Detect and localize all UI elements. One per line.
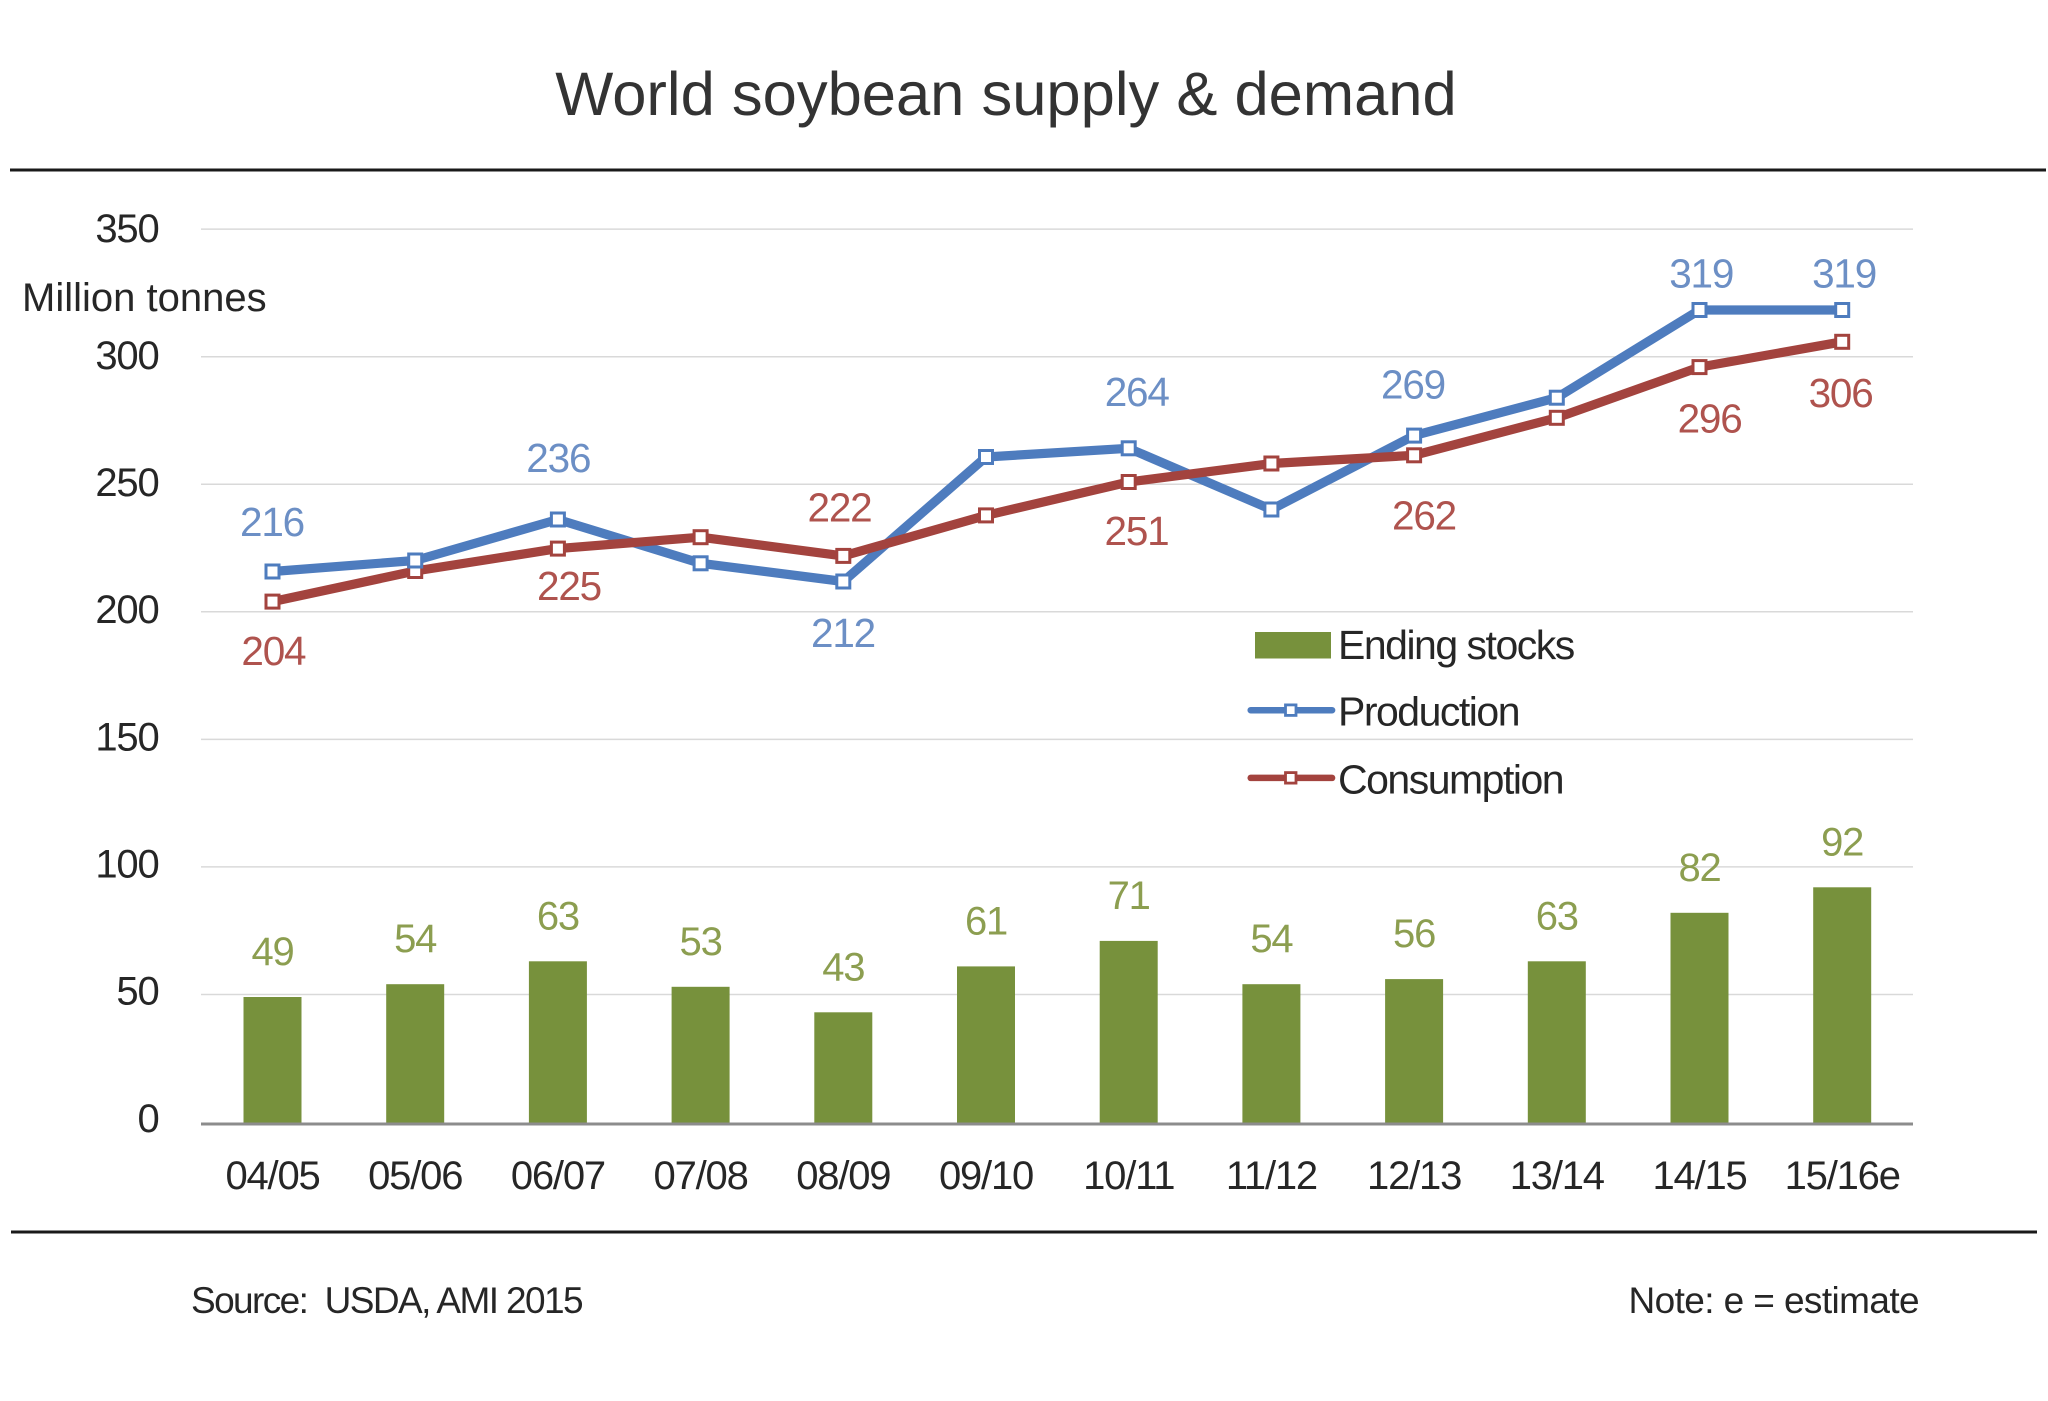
- svg-text:11/12: 11/12: [1226, 1154, 1317, 1198]
- svg-text:15/16e: 15/16e: [1785, 1154, 1900, 1198]
- svg-text:Million tonnes: Million tonnes: [22, 276, 267, 320]
- svg-text:Source: USDA, AMI 2015: Source: USDA, AMI 2015: [191, 1280, 583, 1321]
- svg-text:319: 319: [1812, 250, 1876, 296]
- svg-text:43: 43: [822, 945, 864, 989]
- svg-text:08/09: 08/09: [796, 1154, 890, 1198]
- svg-text:71: 71: [1108, 874, 1150, 918]
- svg-text:56: 56: [1393, 912, 1435, 956]
- svg-text:54: 54: [394, 917, 437, 961]
- svg-text:236: 236: [526, 435, 590, 481]
- svg-text:92: 92: [1821, 820, 1863, 864]
- svg-text:63: 63: [1536, 894, 1578, 938]
- svg-text:222: 222: [808, 485, 872, 531]
- svg-text:250: 250: [95, 461, 158, 505]
- svg-text:296: 296: [1678, 396, 1742, 442]
- svg-text:100: 100: [95, 843, 158, 887]
- svg-text:0: 0: [137, 1097, 158, 1141]
- svg-text:262: 262: [1392, 493, 1456, 539]
- svg-text:269: 269: [1381, 362, 1445, 408]
- svg-text:225: 225: [537, 563, 601, 609]
- svg-text:13/14: 13/14: [1510, 1154, 1605, 1198]
- svg-text:200: 200: [95, 588, 158, 632]
- svg-text:306: 306: [1809, 370, 1873, 416]
- svg-text:319: 319: [1669, 250, 1733, 296]
- svg-text:63: 63: [537, 894, 579, 938]
- svg-text:300: 300: [95, 334, 158, 378]
- svg-text:12/13: 12/13: [1367, 1154, 1461, 1198]
- svg-text:09/10: 09/10: [939, 1154, 1033, 1198]
- svg-text:Production: Production: [1338, 689, 1519, 735]
- svg-text:05/06: 05/06: [368, 1154, 462, 1198]
- svg-text:216: 216: [240, 499, 304, 545]
- svg-text:264: 264: [1105, 369, 1170, 415]
- svg-text:204: 204: [241, 628, 306, 674]
- svg-text:07/08: 07/08: [654, 1154, 748, 1198]
- svg-text:350: 350: [95, 207, 158, 251]
- svg-text:49: 49: [251, 930, 293, 974]
- svg-text:212: 212: [811, 610, 875, 656]
- svg-text:06/07: 06/07: [511, 1154, 605, 1198]
- svg-text:61: 61: [965, 899, 1007, 943]
- svg-text:54: 54: [1250, 917, 1293, 961]
- svg-text:Consumption: Consumption: [1338, 757, 1563, 803]
- svg-text:10/11: 10/11: [1083, 1154, 1174, 1198]
- svg-text:Note: e = estimate: Note: e = estimate: [1629, 1280, 1920, 1321]
- svg-text:251: 251: [1105, 508, 1169, 554]
- svg-text:53: 53: [680, 920, 722, 964]
- svg-text:04/05: 04/05: [225, 1154, 319, 1198]
- svg-text:82: 82: [1678, 846, 1720, 890]
- svg-text:14/15: 14/15: [1652, 1154, 1746, 1198]
- svg-text:150: 150: [95, 715, 158, 759]
- svg-text:50: 50: [116, 970, 158, 1014]
- svg-text:World soybean supply & demand: World soybean supply & demand: [555, 60, 1456, 129]
- svg-text:Ending stocks: Ending stocks: [1338, 622, 1575, 668]
